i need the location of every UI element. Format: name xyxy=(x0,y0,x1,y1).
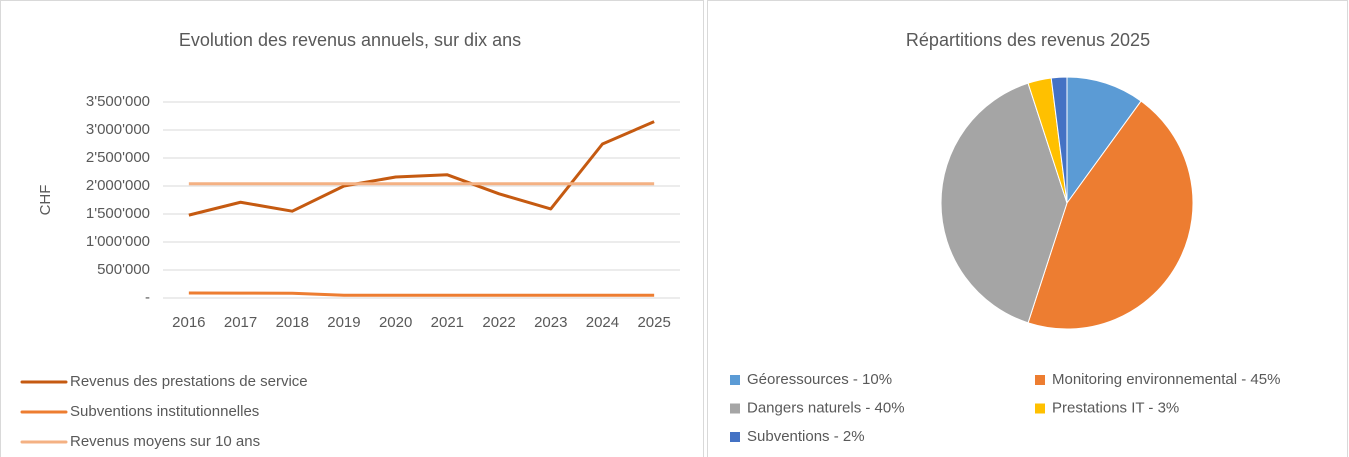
right-panel xyxy=(707,0,1348,457)
line-title: Evolution des revenus annuels, sur dix a… xyxy=(179,30,521,50)
y-tick-label: - xyxy=(145,289,150,306)
legend-swatch xyxy=(1035,375,1045,385)
legend-swatch xyxy=(730,403,740,414)
x-tick-label: 2016 xyxy=(172,314,205,331)
pie-slice xyxy=(1050,76,1068,204)
pie-slice xyxy=(1066,76,1142,205)
series-line xyxy=(188,291,655,297)
x-tick-label: 2022 xyxy=(482,314,515,331)
legend-swatch xyxy=(730,432,740,442)
legend-label: Géoressources - 10% xyxy=(747,371,892,388)
y-tick-label: 3'000'000 xyxy=(86,121,150,138)
y-axis-label: CHF xyxy=(37,185,54,216)
legend-label: Dangers naturels - 40% xyxy=(747,399,905,416)
x-tick-label: 2021 xyxy=(431,314,464,331)
x-tick-label: 2020 xyxy=(379,314,412,331)
y-tick-label: 3'500'000 xyxy=(86,93,150,110)
y-tick-label: 1'000'000 xyxy=(86,233,150,250)
x-tick-label: 2018 xyxy=(276,314,309,331)
y-tick-label: 2'500'000 xyxy=(86,149,150,166)
x-tick-label: 2017 xyxy=(224,314,257,331)
pie-slice xyxy=(1027,100,1194,330)
x-tick-label: 2023 xyxy=(534,314,567,331)
y-tick-label: 500'000 xyxy=(97,261,150,278)
legend-label: Subventions - 2% xyxy=(747,428,865,445)
series-line xyxy=(188,120,655,217)
legend-label: Prestations IT - 3% xyxy=(1052,399,1179,416)
x-tick-label: 2025 xyxy=(637,314,670,331)
legend-label: Subventions institutionnelles xyxy=(70,403,259,420)
legend-swatch xyxy=(1035,403,1045,414)
legend-label: Revenus des prestations de service xyxy=(70,373,308,390)
y-tick-label: 2'000'000 xyxy=(86,177,150,194)
x-tick-label: 2024 xyxy=(586,314,619,331)
x-tick-label: 2019 xyxy=(327,314,360,331)
legend-swatch xyxy=(730,375,740,385)
left-panel xyxy=(0,0,704,457)
legend-label: Revenus moyens sur 10 ans xyxy=(70,433,260,450)
legend-label: Monitoring environnemental - 45% xyxy=(1052,371,1280,388)
y-tick-label: 1'500'000 xyxy=(86,205,150,222)
pie-title: Répartitions des revenus 2025 xyxy=(906,30,1150,50)
pie-slice xyxy=(940,82,1068,324)
